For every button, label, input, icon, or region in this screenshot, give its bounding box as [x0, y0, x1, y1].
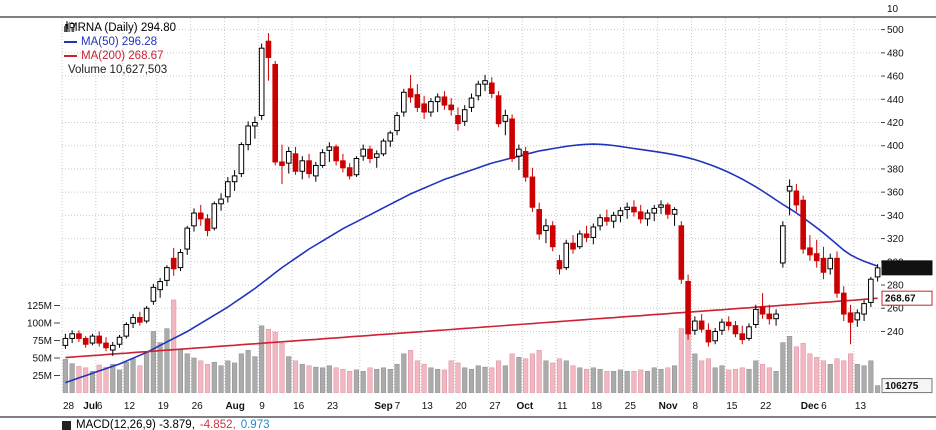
svg-text:Dec: Dec — [801, 401, 820, 412]
volume-legend-label: Volume 10,627,503 — [68, 64, 168, 76]
svg-text:8: 8 — [692, 401, 698, 412]
svg-text:Sep: Sep — [374, 401, 392, 412]
gridlines — [61, 18, 881, 393]
svg-text:13: 13 — [855, 401, 867, 412]
svg-text:106275: 106275 — [885, 381, 919, 392]
svg-text:100M: 100M — [27, 319, 52, 330]
svg-text:16: 16 — [293, 401, 305, 412]
svg-text:280: 280 — [887, 281, 904, 292]
svg-text:20: 20 — [456, 401, 468, 412]
symbol-title: MRNA (Daily) 294.80 — [68, 22, 177, 34]
svg-text:26: 26 — [192, 401, 204, 412]
ma-lines — [65, 143, 878, 384]
svg-text:320: 320 — [887, 234, 904, 245]
svg-text:340: 340 — [887, 211, 904, 222]
volume-tag: 106275 — [881, 378, 933, 394]
svg-text:50M: 50M — [33, 354, 52, 365]
svg-text:11: 11 — [557, 401, 568, 412]
svg-text:23: 23 — [327, 401, 339, 412]
svg-text:75M: 75M — [33, 336, 52, 347]
svg-text:6: 6 — [821, 401, 827, 412]
svg-text:25: 25 — [625, 401, 637, 412]
volume-legend-row: Volume 10,627,503 — [64, 23, 176, 77]
svg-text:27: 27 — [489, 401, 501, 412]
svg-text:Jul: Jul — [83, 401, 98, 412]
ma200-price-tag: 268.67 — [881, 290, 933, 306]
chart-legend: MRNA (Daily) 294.80 MA(50) 296.28 MA(200… — [64, 21, 176, 77]
svg-text:7: 7 — [395, 401, 401, 412]
svg-text:Nov: Nov — [659, 401, 678, 412]
svg-text:Oct: Oct — [516, 401, 533, 412]
ma50-legend-row: MA(50) 296.28 — [64, 35, 176, 49]
volume-axis: 125M 100M 75M 50M 25M — [27, 301, 60, 382]
ma200-legend-label: MA(200) 268.67 — [81, 50, 164, 62]
svg-text:22: 22 — [760, 401, 772, 412]
price-axis: 5004804604404204003803603403203002802602… — [881, 4, 904, 338]
svg-text:25M: 25M — [33, 371, 52, 382]
panel-dividers — [0, 16, 936, 418]
svg-text:13: 13 — [422, 401, 434, 412]
last-price-tag: 294.80 — [881, 260, 933, 276]
macd-values-signal: -4.852, — [199, 419, 236, 430]
volume-bars — [62, 299, 881, 393]
svg-text:294.80: 294.80 — [885, 263, 916, 274]
svg-text:19: 19 — [158, 401, 170, 412]
svg-text:125M: 125M — [27, 301, 52, 312]
svg-text:400: 400 — [887, 141, 904, 152]
macd-values-main: MACD(12,26,9) -3.879, — [76, 419, 195, 430]
date-axis: 28 Jul 6 12 19 26 Aug 9 16 23 Sep 7 13 20 27 Oct 11 18 25 N… — [63, 401, 866, 412]
svg-text:420: 420 — [887, 118, 904, 129]
ma50-legend-label: MA(50) 296.28 — [81, 36, 158, 48]
macd-values-hist: 0.973 — [240, 419, 270, 430]
ma200-line — [65, 297, 878, 359]
symbol-legend-row: MRNA (Daily) 294.80 — [64, 21, 176, 35]
svg-text:240: 240 — [887, 327, 904, 338]
ma200-legend-row: MA(200) 268.67 — [64, 49, 176, 63]
svg-text:6: 6 — [97, 401, 103, 412]
svg-text:15: 15 — [726, 401, 738, 412]
svg-text:10: 10 — [887, 4, 899, 15]
svg-text:9: 9 — [259, 401, 265, 412]
svg-text:460: 460 — [887, 72, 904, 83]
svg-text:12: 12 — [124, 401, 136, 412]
macd-indicator-icon — [62, 420, 71, 430]
svg-text:360: 360 — [887, 188, 904, 199]
macd-legend: MACD(12,26,9) -3.879, -4.852, 0.973 — [62, 419, 274, 430]
svg-text:268.67: 268.67 — [885, 294, 916, 305]
svg-text:28: 28 — [63, 401, 75, 412]
ma50-line-icon — [64, 41, 77, 43]
svg-text:500: 500 — [887, 25, 904, 36]
svg-text:480: 480 — [887, 48, 904, 59]
svg-text:Aug: Aug — [225, 401, 244, 412]
ma50-line — [65, 143, 878, 384]
svg-text:260: 260 — [887, 304, 904, 315]
svg-text:18: 18 — [591, 401, 603, 412]
svg-text:380: 380 — [887, 164, 904, 175]
candles — [62, 33, 881, 356]
ma200-line-icon — [64, 55, 77, 57]
svg-text:440: 440 — [887, 95, 904, 106]
